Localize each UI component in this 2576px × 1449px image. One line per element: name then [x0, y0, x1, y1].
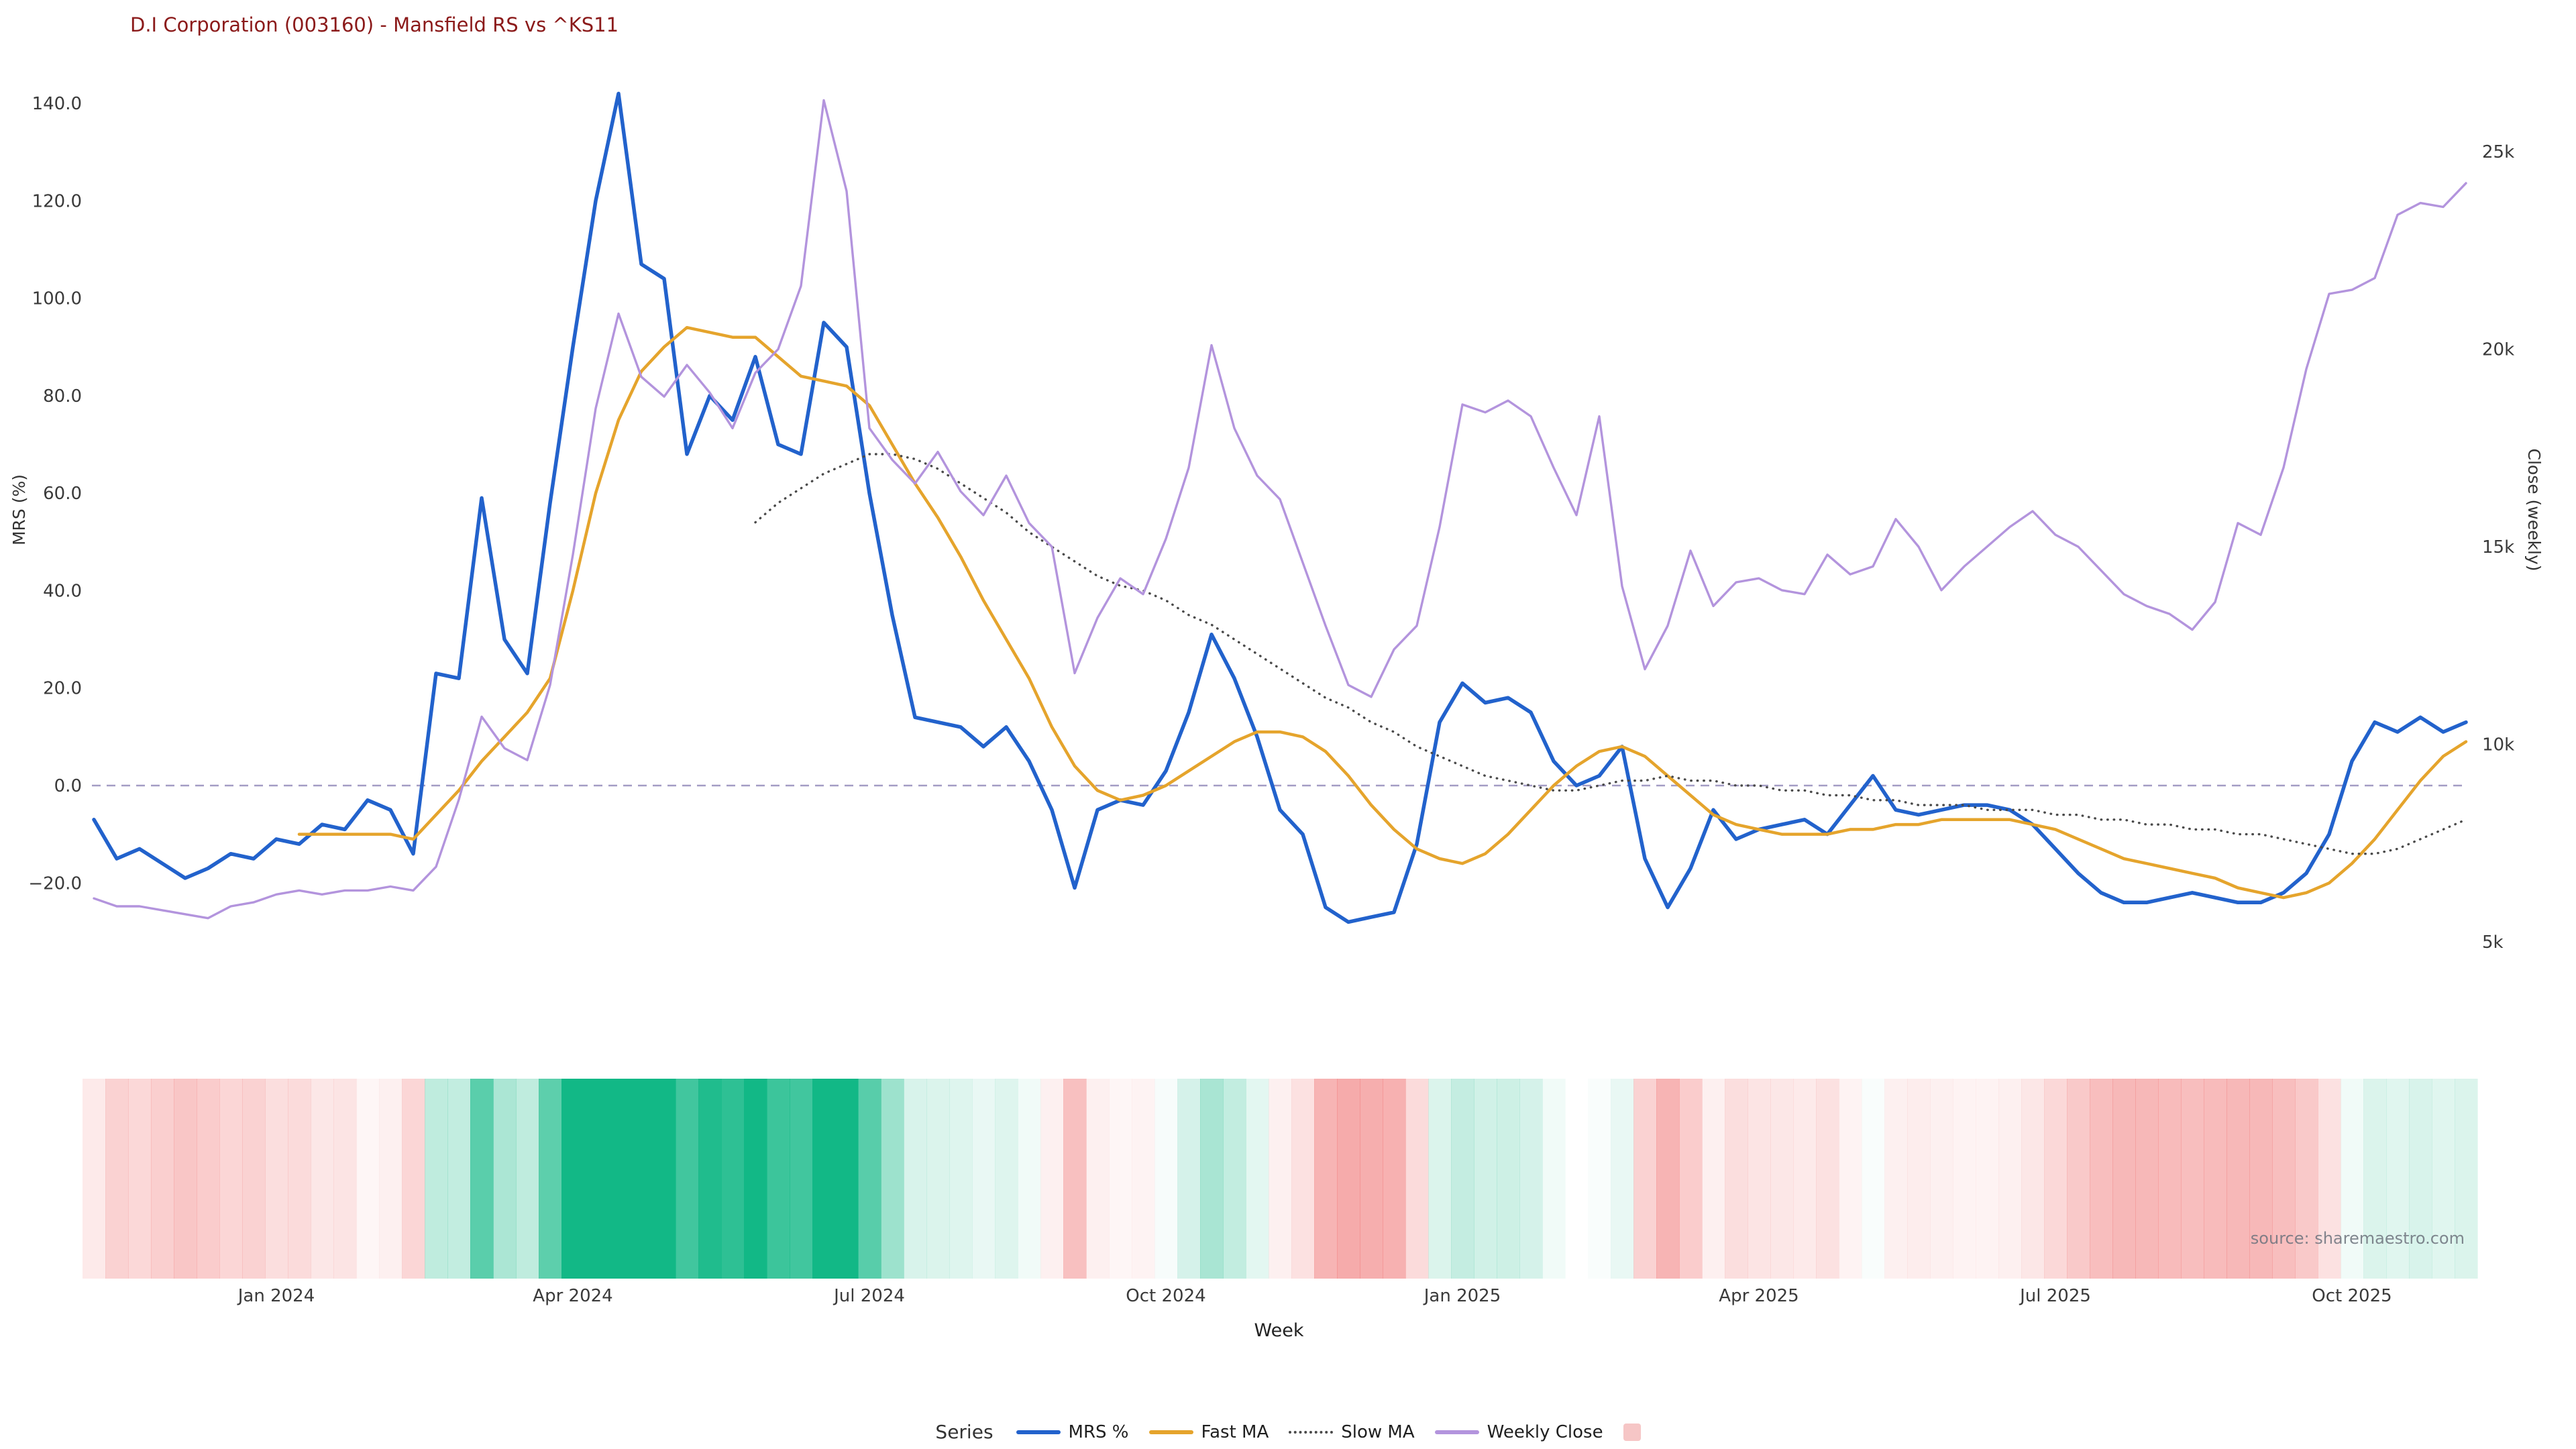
axis-tick-label: 120.0: [32, 191, 82, 211]
axis-tick-label: Jul 2025: [2019, 1286, 2091, 1306]
axis-tick-label: 0.0: [54, 776, 82, 796]
axis-tick-label: 100.0: [32, 289, 82, 309]
legend-item-mrs: MRS %: [1016, 1422, 1129, 1442]
legend-title: Series: [935, 1421, 994, 1443]
axis-tick-label: Oct 2025: [2312, 1286, 2392, 1306]
legend-heatmap-swatch: [1623, 1423, 1641, 1441]
legend-label: MRS %: [1068, 1421, 1129, 1442]
series-fast-ma-line: [297, 325, 2468, 900]
source-watermark: source: sharemaestro.com: [2250, 1229, 2465, 1248]
legend-item-heatmap: [1623, 1423, 1641, 1441]
axis-tick-label: 60.0: [43, 484, 82, 504]
legend-line-swatch: [1148, 1430, 1193, 1434]
chart-title: D.I Corporation (003160) - Mansfield RS …: [130, 13, 619, 36]
legend-line-swatch: [1016, 1430, 1061, 1434]
legend-line-swatch: [1434, 1430, 1479, 1434]
axis-tick-label: 20.0: [43, 679, 82, 699]
axis-tick-label: 80.0: [43, 386, 82, 407]
right-axis-label: Close (weekly): [2524, 448, 2544, 572]
axis-tick-label: 25k: [2482, 142, 2514, 162]
legend: Series MRS % Fast MA Slow MA Weekly Close: [0, 1421, 2576, 1443]
legend-label: Weekly Close: [1487, 1421, 1603, 1442]
legend-label: Slow MA: [1341, 1421, 1415, 1442]
legend-item-weekly-close: Weekly Close: [1434, 1421, 1603, 1442]
legend-dotted-line-swatch: [1289, 1430, 1334, 1434]
left-axis-label: MRS (%): [9, 474, 29, 546]
axis-tick-label: 20k: [2482, 340, 2514, 360]
axis-tick-label: Jan 2024: [237, 1286, 315, 1306]
axis-tick-label: 15k: [2482, 537, 2514, 557]
axis-tick-label: −20.0: [28, 873, 82, 894]
axis-tick-label: 5k: [2482, 932, 2504, 953]
series-slow-ma-line: [754, 453, 2467, 855]
legend-items: MRS % Fast MA Slow MA Weekly Close: [1016, 1422, 1641, 1442]
axis-tick-label: Oct 2024: [1126, 1286, 1205, 1306]
performance-heatmap-strip: [83, 1079, 2478, 1279]
x-axis-label: Week: [1254, 1320, 1304, 1341]
axis-tick-label: Jan 2025: [1423, 1286, 1501, 1306]
axis-tick-label: 10k: [2482, 735, 2514, 755]
axis-tick-label: 140.0: [32, 94, 82, 114]
series-weekly-close-line: [93, 99, 2467, 920]
axis-tick-label: Apr 2025: [1719, 1286, 1799, 1306]
axis-tick-label: Apr 2024: [533, 1286, 612, 1306]
series-mrs-line: [92, 91, 2468, 924]
legend-label: Fast MA: [1201, 1421, 1269, 1442]
axis-tick-label: Jul 2024: [833, 1286, 905, 1306]
axis-tick-label: 40.0: [43, 581, 82, 601]
legend-item-slow-ma: Slow MA: [1289, 1421, 1415, 1442]
legend-item-fast-ma: Fast MA: [1148, 1421, 1269, 1442]
